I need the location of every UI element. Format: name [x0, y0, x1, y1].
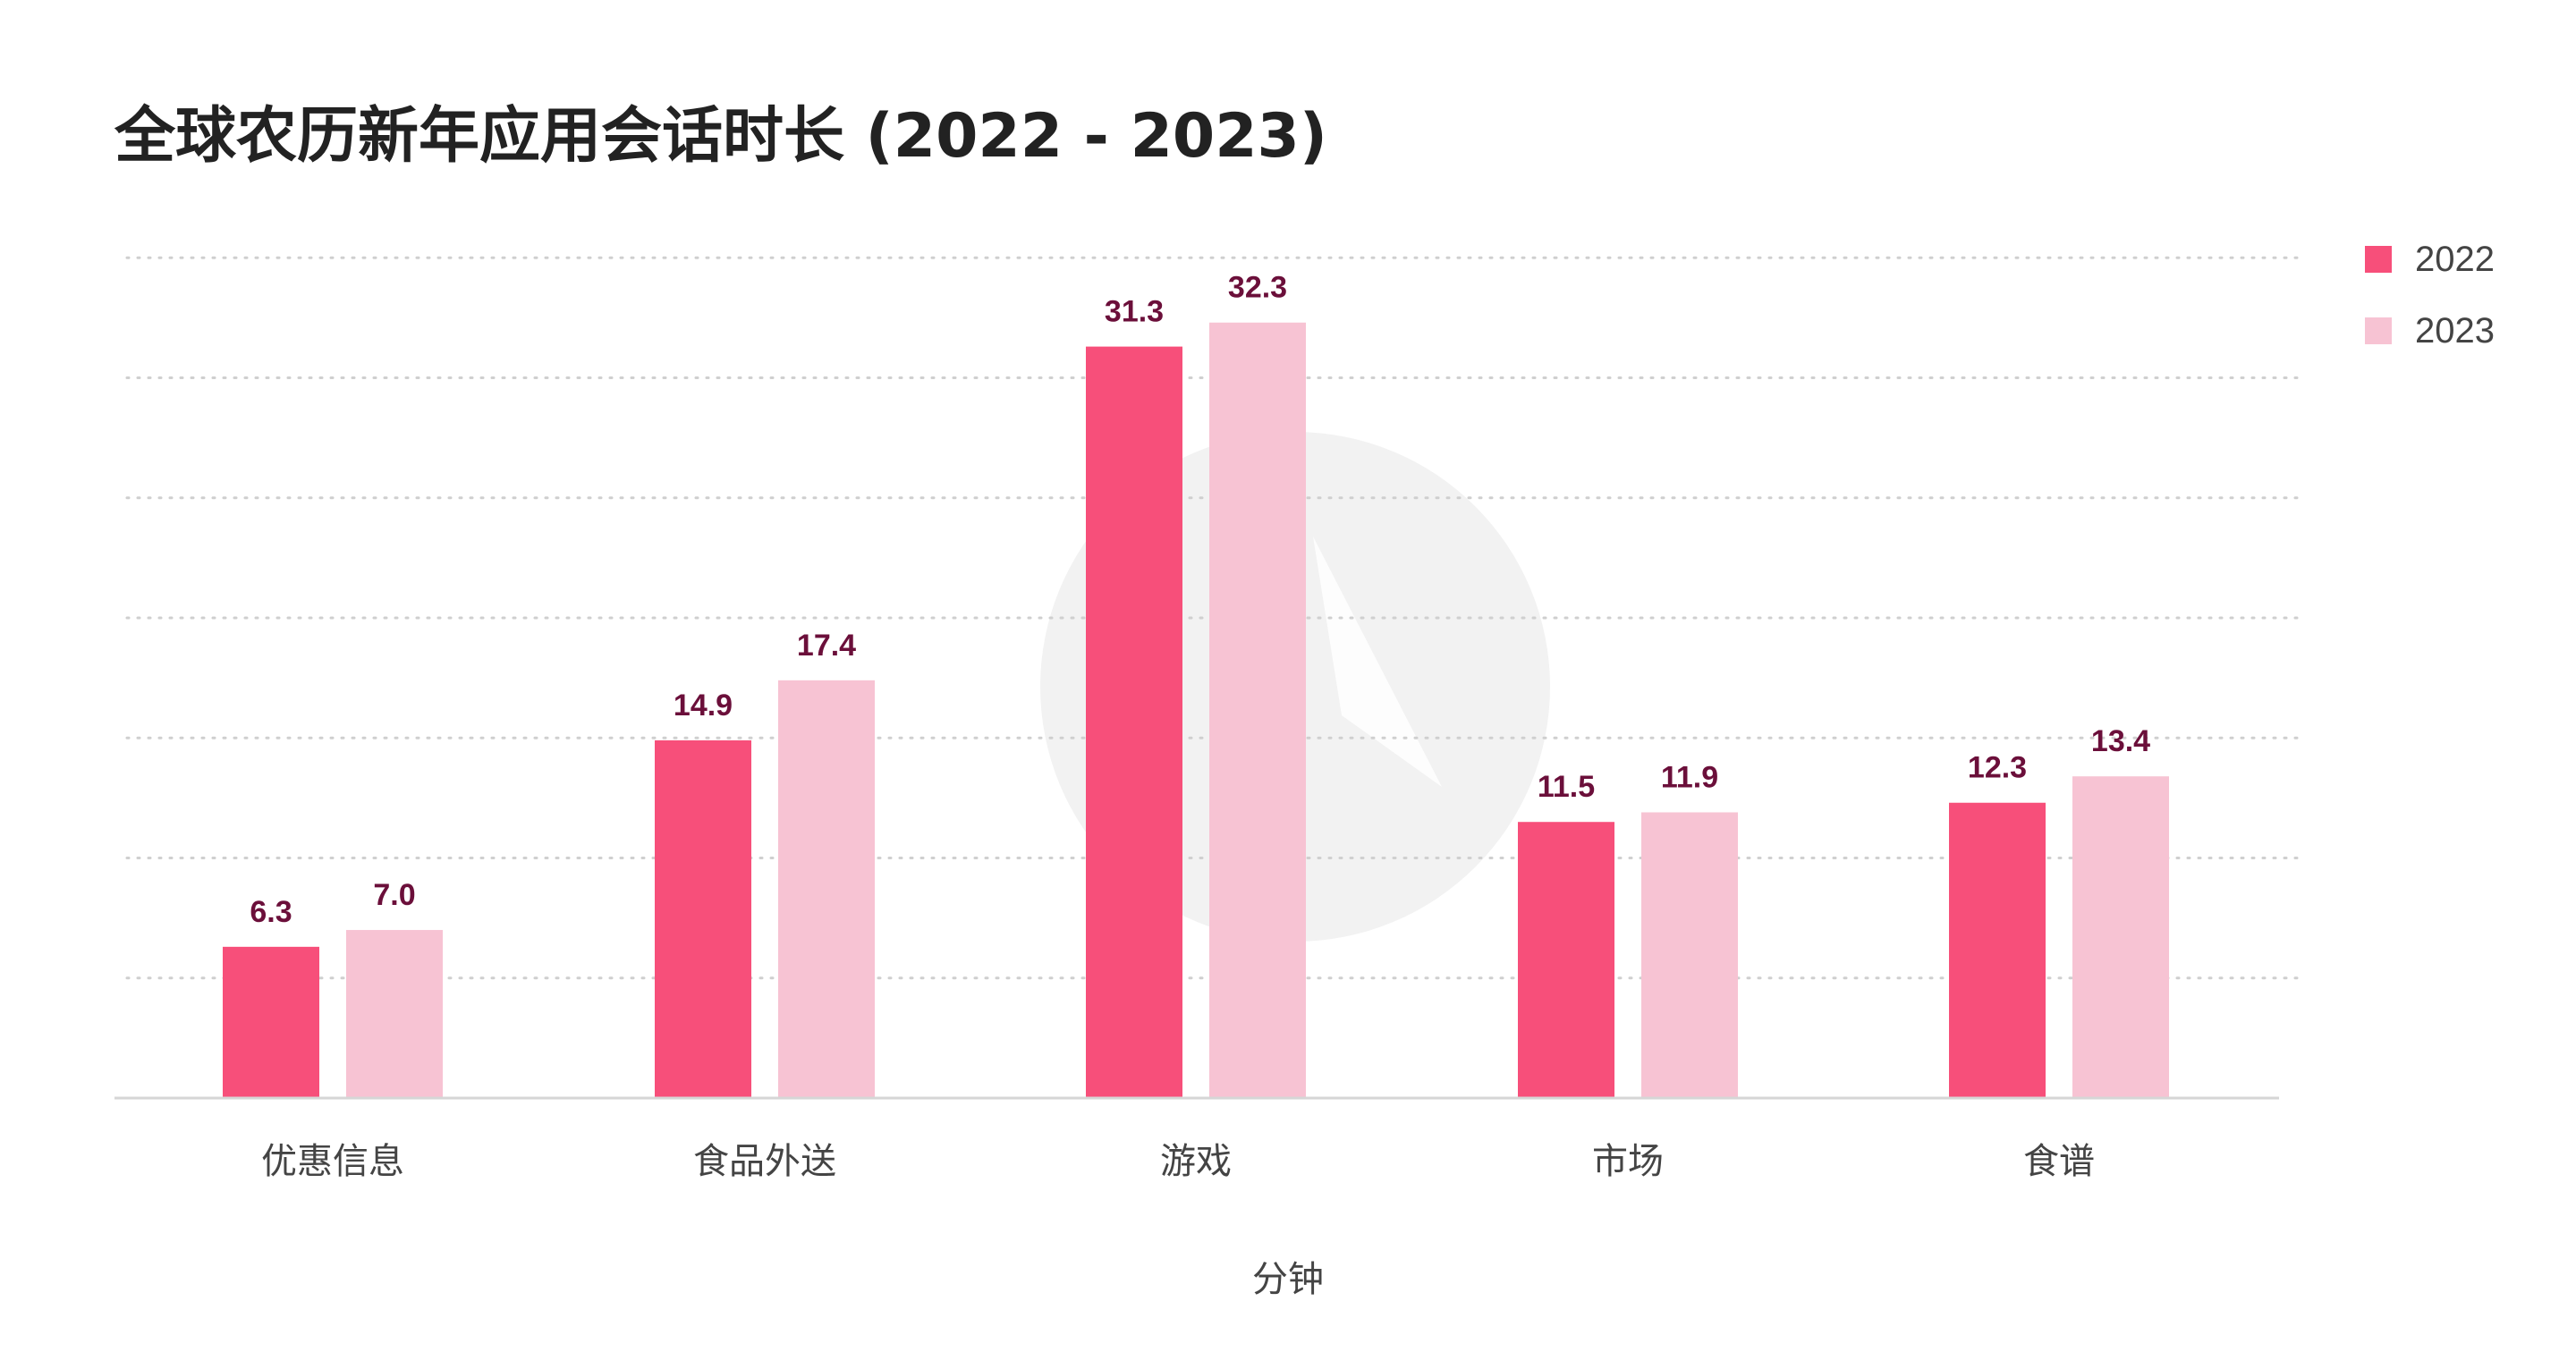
value-label-2022-0: 6.3 [250, 895, 292, 929]
bar-2023-0[interactable] [346, 930, 443, 1098]
chart-title: 全球农历新年应用会话时长 (2022 - 2023) [114, 101, 1327, 172]
bar-2022-2[interactable] [1086, 346, 1182, 1099]
bar-2022-0[interactable] [223, 946, 319, 1098]
category-labels: 优惠信息 食品外送 游戏 市场 食谱 [261, 1141, 2095, 1182]
value-label-2022-3: 11.5 [1538, 770, 1595, 804]
value-label-2023-3: 11.9 [1661, 760, 1718, 794]
bar-2022-4[interactable] [1949, 802, 2046, 1098]
legend-label-2022: 2022 [2415, 239, 2495, 279]
bar-2022-1[interactable] [655, 739, 751, 1098]
value-label-2023-4: 13.4 [2091, 724, 2150, 758]
category-label-4: 食谱 [2023, 1141, 2095, 1182]
bar-2022-3[interactable] [1518, 822, 1614, 1098]
value-label-2023-1: 17.4 [797, 629, 856, 663]
legend-swatch-2022 [2365, 246, 2392, 273]
watermark-mark [1313, 537, 1442, 787]
value-label-2022-1: 14.9 [674, 689, 733, 722]
category-label-0: 优惠信息 [261, 1141, 404, 1182]
category-label-1: 食品外送 [693, 1141, 836, 1182]
x-axis-title: 分钟 [1252, 1259, 1324, 1300]
value-label-2022-2: 31.3 [1105, 295, 1164, 329]
bars [223, 322, 2169, 1099]
value-label-2022-4: 12.3 [1968, 751, 2027, 785]
legend: 2022 2023 [2365, 224, 2495, 367]
value-labels: 6.3 14.9 31.3 11.5 12.3 7.0 17.4 32.3 11.9 13.4 [250, 271, 2150, 929]
value-label-2023-2: 32.3 [1228, 271, 1287, 305]
bar-2023-3[interactable] [1641, 812, 1738, 1098]
legend-label-2023: 2023 [2415, 310, 2495, 351]
category-label-2: 游戏 [1160, 1141, 1232, 1182]
category-label-3: 市场 [1592, 1141, 1664, 1182]
bar-2023-1[interactable] [778, 680, 875, 1098]
bar-2023-2[interactable] [1209, 322, 1306, 1098]
bar-2023-4[interactable] [2072, 776, 2169, 1098]
legend-item-2022[interactable]: 2022 [2365, 224, 2495, 295]
value-label-2023-0: 7.0 [373, 878, 415, 912]
legend-item-2023[interactable]: 2023 [2365, 295, 2495, 367]
legend-swatch-2023 [2365, 317, 2392, 344]
